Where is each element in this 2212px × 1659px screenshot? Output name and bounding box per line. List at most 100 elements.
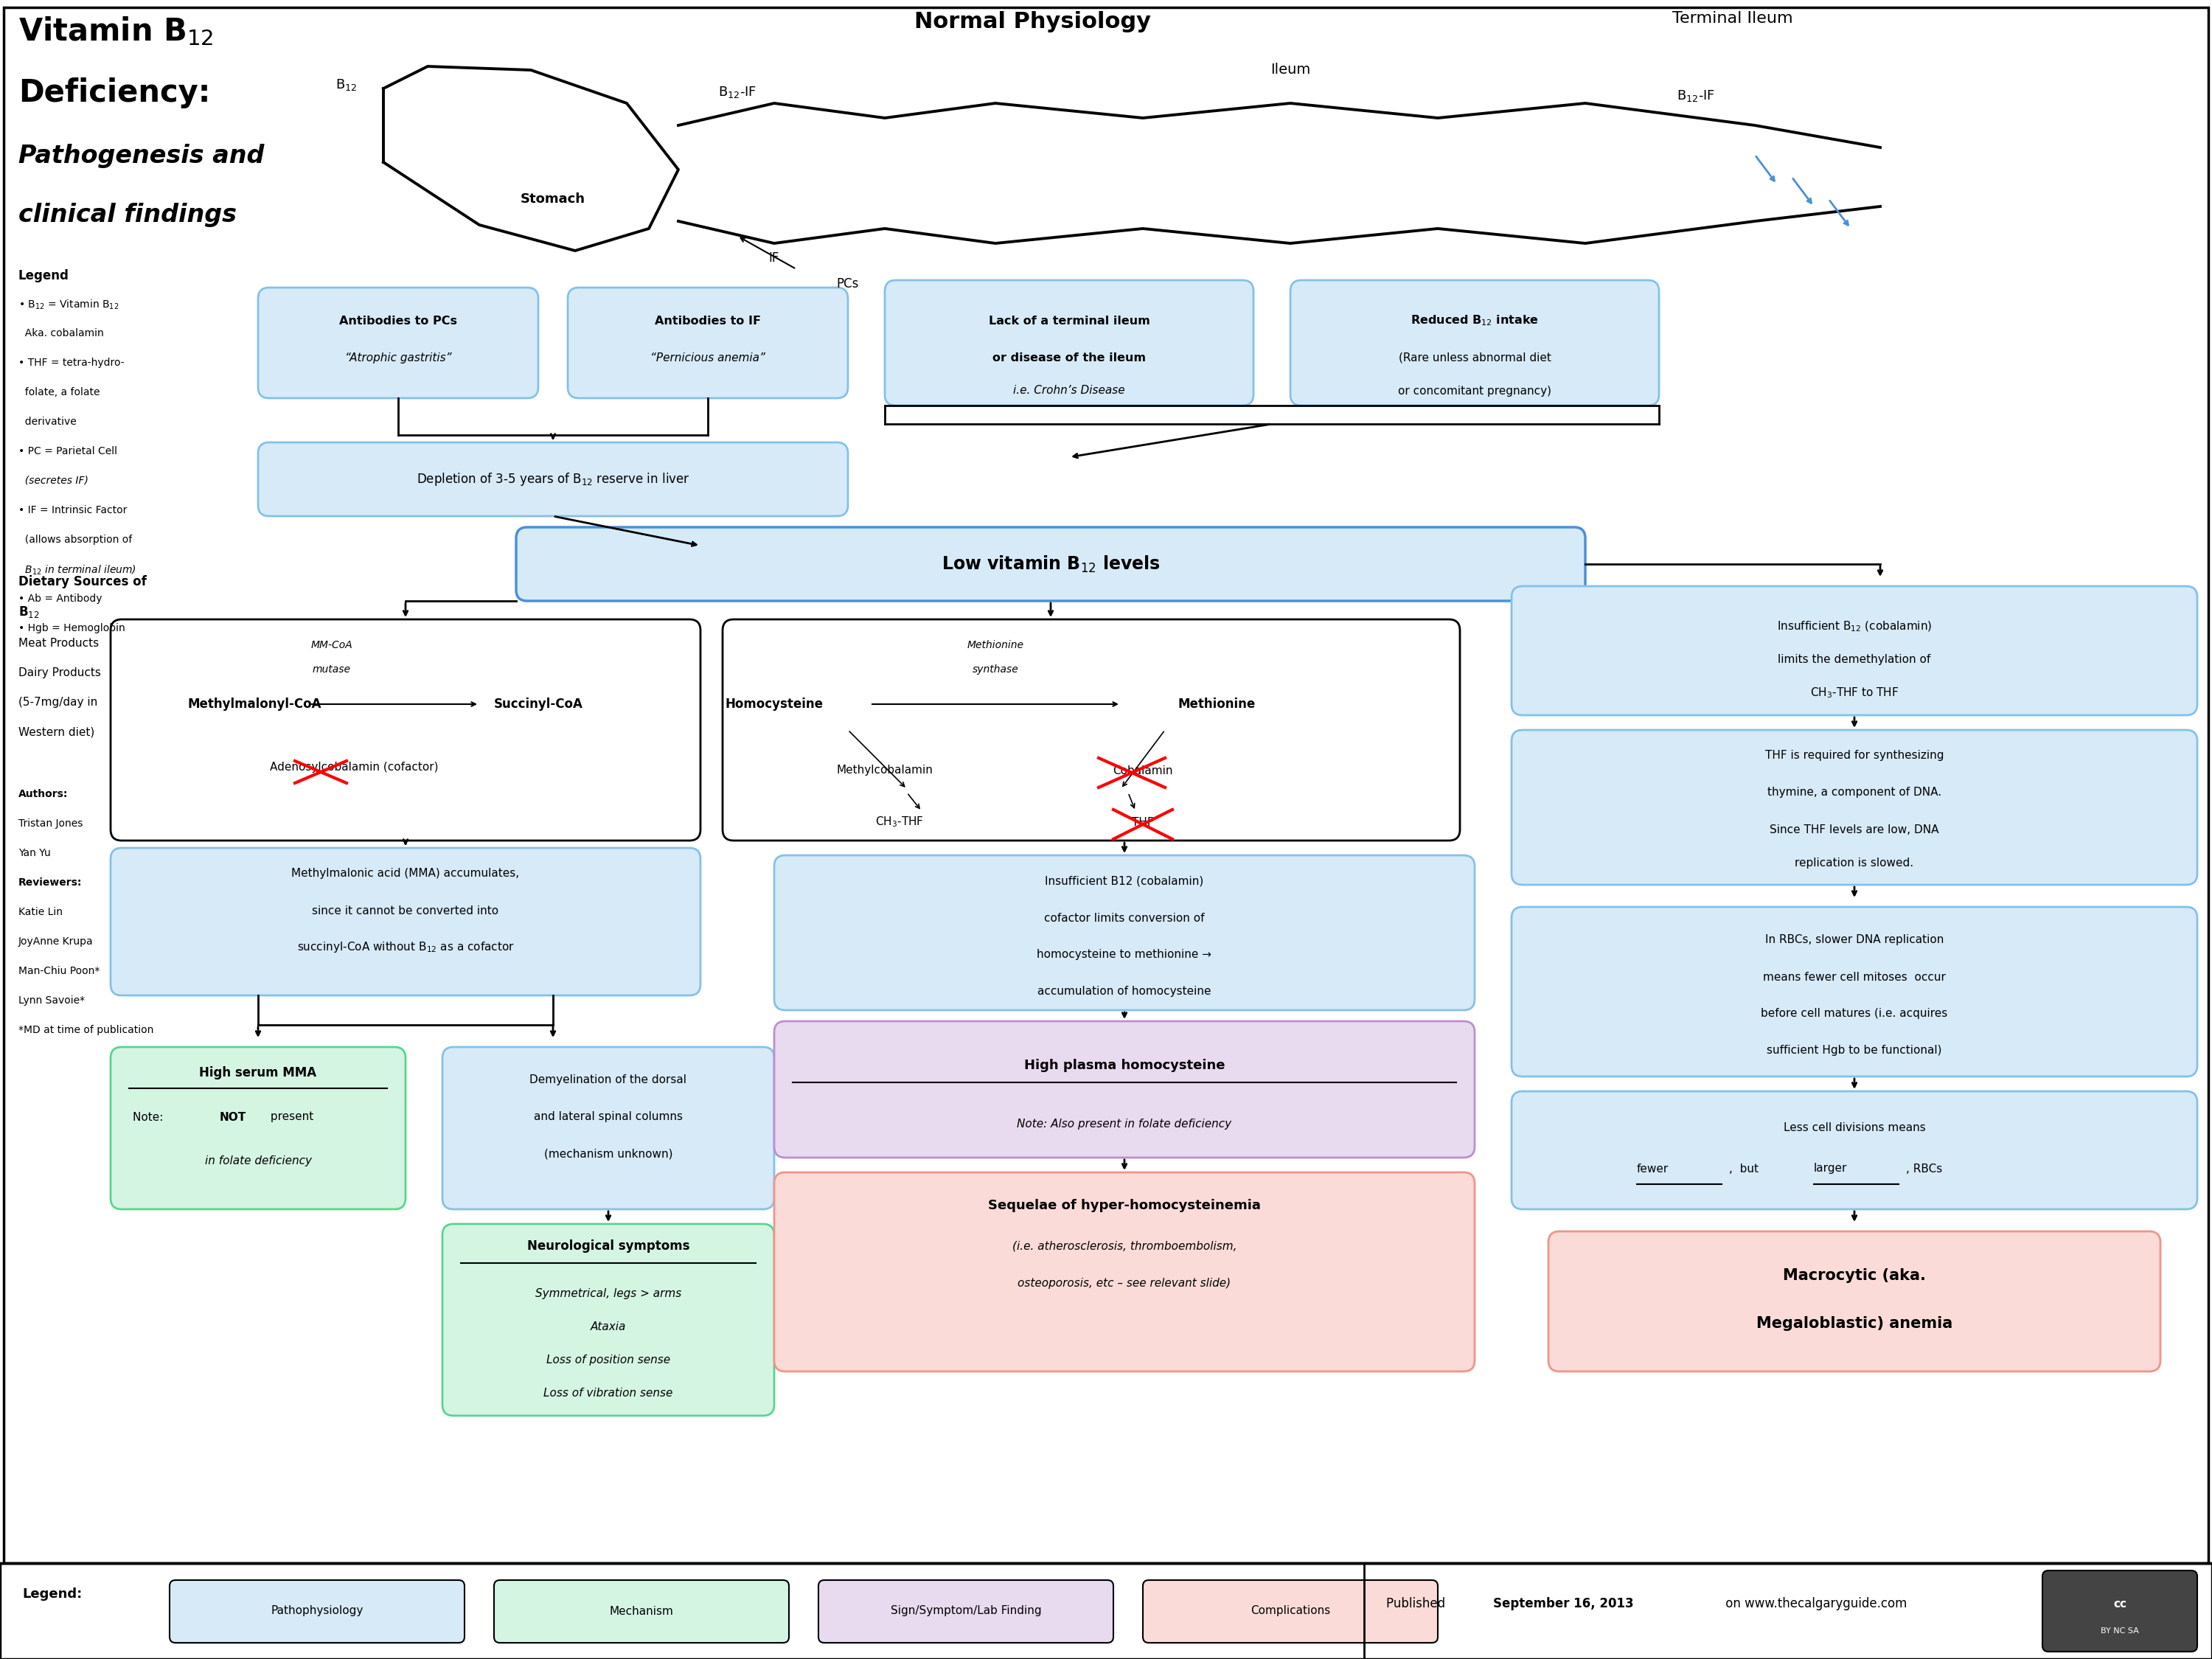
Text: Authors:: Authors:	[18, 790, 69, 800]
Text: since it cannot be converted into: since it cannot be converted into	[312, 906, 500, 916]
Text: THF: THF	[1133, 816, 1155, 828]
Text: Macrocytic (aka.: Macrocytic (aka.	[1783, 1267, 1927, 1282]
FancyBboxPatch shape	[1290, 280, 1659, 405]
Text: • THF = tetra-hydro-: • THF = tetra-hydro-	[18, 358, 124, 368]
FancyBboxPatch shape	[170, 1579, 465, 1642]
Text: • PC = Parietal Cell: • PC = Parietal Cell	[18, 446, 117, 456]
Text: Symmetrical, legs > arms: Symmetrical, legs > arms	[535, 1289, 681, 1299]
Text: larger: larger	[1814, 1163, 1847, 1175]
Text: “Pernicious anemia”: “Pernicious anemia”	[650, 352, 765, 363]
Text: Adenosylcobalamin (cofactor): Adenosylcobalamin (cofactor)	[270, 761, 438, 773]
Text: IF: IF	[770, 252, 779, 265]
Text: Terminal Ileum: Terminal Ileum	[1672, 12, 1794, 27]
FancyBboxPatch shape	[1511, 907, 2197, 1077]
Text: Homocysteine: Homocysteine	[726, 697, 823, 710]
Text: and lateral spinal columns: and lateral spinal columns	[533, 1112, 684, 1123]
Text: Methionine: Methionine	[967, 640, 1024, 650]
FancyBboxPatch shape	[515, 528, 1586, 601]
Text: Lynn Savoie*: Lynn Savoie*	[18, 995, 84, 1005]
Text: B$_{12}$ in terminal ileum): B$_{12}$ in terminal ileum)	[18, 564, 137, 577]
Text: Dietary Sources of: Dietary Sources of	[18, 576, 146, 589]
Text: Deficiency:: Deficiency:	[18, 78, 210, 108]
FancyBboxPatch shape	[259, 443, 847, 516]
Text: Stomach: Stomach	[520, 192, 586, 206]
Text: Sequelae of hyper-homocysteinemia: Sequelae of hyper-homocysteinemia	[989, 1199, 1261, 1213]
Text: Note:: Note:	[133, 1112, 166, 1123]
Text: means fewer cell mitoses  occur: means fewer cell mitoses occur	[1763, 972, 1947, 982]
Text: mutase: mutase	[312, 664, 352, 675]
Text: Low vitamin B$_{12}$ levels: Low vitamin B$_{12}$ levels	[942, 554, 1159, 574]
Text: Ataxia: Ataxia	[591, 1322, 626, 1332]
Text: Mechanism: Mechanism	[611, 1606, 672, 1616]
FancyBboxPatch shape	[1511, 730, 2197, 884]
FancyBboxPatch shape	[442, 1047, 774, 1209]
FancyBboxPatch shape	[723, 619, 1460, 841]
FancyBboxPatch shape	[1511, 1092, 2197, 1209]
Text: replication is slowed.: replication is slowed.	[1794, 858, 1913, 868]
Text: Ileum: Ileum	[1270, 63, 1310, 76]
Text: JoyAnne Krupa: JoyAnne Krupa	[18, 936, 93, 947]
Bar	[0, 1563, 2212, 1659]
FancyBboxPatch shape	[774, 1022, 1475, 1158]
Text: or disease of the ileum: or disease of the ileum	[993, 352, 1146, 363]
Text: (mechanism unknown): (mechanism unknown)	[544, 1148, 672, 1160]
Text: thymine, a component of DNA.: thymine, a component of DNA.	[1767, 786, 1942, 798]
FancyBboxPatch shape	[2042, 1571, 2197, 1652]
Text: Pathogenesis and: Pathogenesis and	[18, 144, 263, 168]
Text: In RBCs, slower DNA replication: In RBCs, slower DNA replication	[1765, 934, 1944, 946]
Text: Neurological symptoms: Neurological symptoms	[526, 1239, 690, 1253]
Text: Insufficient B12 (cobalamin): Insufficient B12 (cobalamin)	[1044, 876, 1203, 886]
Text: NOT: NOT	[219, 1112, 246, 1123]
Text: (Rare unless abnormal diet: (Rare unless abnormal diet	[1398, 352, 1551, 363]
Text: Megaloblastic) anemia: Megaloblastic) anemia	[1756, 1316, 1953, 1331]
Text: osteoporosis, etc – see relevant slide): osteoporosis, etc – see relevant slide)	[1018, 1277, 1232, 1289]
Text: Succinyl-CoA: Succinyl-CoA	[493, 697, 584, 710]
Text: Legend:: Legend:	[22, 1588, 82, 1601]
Text: CH$_3$-THF: CH$_3$-THF	[876, 815, 925, 830]
Text: “Atrophic gastritis”: “Atrophic gastritis”	[345, 352, 451, 363]
FancyBboxPatch shape	[111, 1047, 405, 1209]
Text: Meat Products: Meat Products	[18, 637, 100, 649]
FancyBboxPatch shape	[774, 856, 1475, 1010]
Text: in folate deficiency: in folate deficiency	[204, 1156, 312, 1166]
Text: synthase: synthase	[973, 664, 1018, 675]
Text: BY NC SA: BY NC SA	[2101, 1627, 2139, 1634]
FancyBboxPatch shape	[885, 280, 1254, 405]
Text: B$_{12}$: B$_{12}$	[336, 78, 358, 93]
Text: Since THF levels are low, DNA: Since THF levels are low, DNA	[1770, 825, 1940, 834]
Text: Methylcobalamin: Methylcobalamin	[836, 765, 933, 776]
Text: THF is required for synthesizing: THF is required for synthesizing	[1765, 750, 1944, 761]
Text: • Ab = Antibody: • Ab = Antibody	[18, 594, 102, 604]
Text: fewer: fewer	[1637, 1163, 1668, 1175]
Text: Published: Published	[1387, 1598, 1449, 1611]
Text: Dairy Products: Dairy Products	[18, 667, 102, 679]
Text: PCs: PCs	[836, 277, 858, 290]
Text: Insufficient B$_{12}$ (cobalamin): Insufficient B$_{12}$ (cobalamin)	[1776, 620, 1931, 634]
Text: Reduced B$_{12}$ intake: Reduced B$_{12}$ intake	[1411, 314, 1540, 327]
Text: B$_{12}$: B$_{12}$	[18, 604, 40, 619]
Text: Antibodies to PCs: Antibodies to PCs	[338, 315, 458, 327]
Text: Man-Chiu Poon*: Man-Chiu Poon*	[18, 966, 100, 975]
FancyBboxPatch shape	[1511, 586, 2197, 715]
FancyBboxPatch shape	[442, 1224, 774, 1415]
Text: Less cell divisions means: Less cell divisions means	[1783, 1123, 1924, 1133]
Text: Loss of position sense: Loss of position sense	[546, 1355, 670, 1365]
Text: Methylmalonyl-CoA: Methylmalonyl-CoA	[188, 697, 323, 710]
Text: i.e. Crohn’s Disease: i.e. Crohn’s Disease	[1013, 385, 1126, 397]
FancyBboxPatch shape	[259, 287, 538, 398]
Text: Methylmalonic acid (MMA) accumulates,: Methylmalonic acid (MMA) accumulates,	[292, 868, 520, 879]
Text: • IF = Intrinsic Factor: • IF = Intrinsic Factor	[18, 504, 126, 516]
Text: High plasma homocysteine: High plasma homocysteine	[1024, 1058, 1225, 1072]
Text: Yan Yu: Yan Yu	[18, 848, 51, 858]
FancyBboxPatch shape	[774, 1173, 1475, 1372]
Text: (allows absorption of: (allows absorption of	[18, 534, 133, 544]
Text: limits the demethylation of: limits the demethylation of	[1778, 654, 1931, 665]
Text: folate, a folate: folate, a folate	[18, 387, 100, 398]
Text: succinyl-CoA without B$_{12}$ as a cofactor: succinyl-CoA without B$_{12}$ as a cofac…	[296, 941, 513, 954]
Text: , RBCs: , RBCs	[1907, 1163, 1942, 1175]
Text: B$_{12}$-IF: B$_{12}$-IF	[1677, 88, 1714, 103]
Text: Note: Also present in folate deficiency: Note: Also present in folate deficiency	[1018, 1118, 1232, 1130]
FancyBboxPatch shape	[111, 848, 701, 995]
Text: B$_{12}$-IF: B$_{12}$-IF	[719, 85, 757, 100]
Text: cofactor limits conversion of: cofactor limits conversion of	[1044, 912, 1206, 924]
